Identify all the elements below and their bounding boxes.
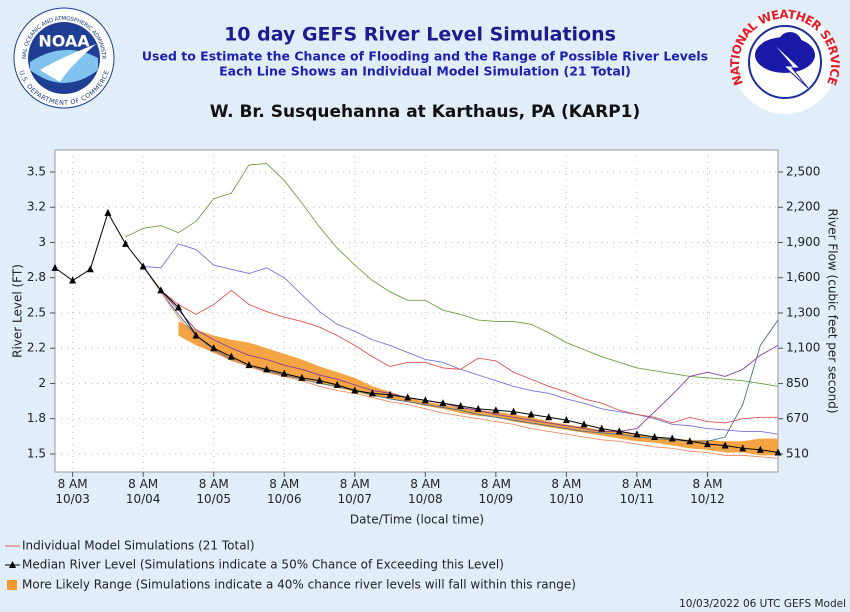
y2-tick-label: 1,300: [786, 305, 820, 319]
median-marker: [651, 433, 659, 441]
y2-tick-label: 2,200: [786, 200, 820, 214]
x-tick-label: 8 AM 10/11: [619, 477, 655, 506]
median-marker: [174, 303, 182, 311]
y-tick-label: 3.2: [27, 200, 46, 214]
median-marker: [157, 286, 165, 294]
median-marker: [368, 389, 376, 397]
chart-subtitle-2: Each Line Shows an Individual Model Simu…: [219, 64, 631, 79]
median-marker: [227, 352, 235, 360]
location-title: W. Br. Susquehanna at Karthaus, PA (KARP…: [210, 102, 641, 122]
x-tick-label: 8 AM 10/05: [196, 477, 231, 506]
median-marker: [668, 434, 676, 442]
simulation-line: [125, 163, 779, 387]
y-tick-label: 2.2: [27, 341, 46, 355]
x-tick-label: 8 AM 10/03: [55, 477, 90, 506]
y-tick-label: 3: [38, 235, 46, 249]
median-marker: [122, 239, 130, 247]
y2-tick-label: 850: [786, 376, 809, 390]
median-marker: [457, 402, 465, 410]
median-marker: [104, 208, 112, 216]
y-tick-label: 3.5: [27, 164, 46, 178]
median-marker: [439, 399, 447, 407]
x-axis-label: Date/Time (local time): [350, 513, 484, 527]
y2-tick-label: 1,600: [786, 270, 820, 284]
median-marker: [739, 444, 747, 452]
median-marker: [351, 386, 359, 394]
y2-tick-label: 2,500: [786, 164, 820, 178]
median-marker: [756, 445, 764, 453]
noaa-logo: NOAA NATIONAL OCEANIC AND ATMOSPHERIC AD…: [0, 0, 115, 109]
x-tick-label: 8 AM 10/10: [549, 477, 584, 506]
nws-logo: NATIONAL WEATHER SERVICE: [727, 7, 843, 114]
noaa-text: NOAA: [38, 32, 90, 51]
y-tick-label: 1.5: [27, 446, 46, 460]
legend-sim: Individual Model Simulations (21 Total): [22, 539, 255, 553]
median-marker: [509, 407, 517, 415]
median-marker: [421, 396, 429, 404]
median-marker: [474, 404, 482, 412]
legend-range: More Likely Range (Simulations indicate …: [22, 578, 576, 592]
x-tick-label: 8 AM 10/09: [478, 477, 514, 506]
median-marker: [562, 416, 570, 424]
median-marker: [598, 424, 606, 432]
median-marker: [51, 263, 59, 271]
chart-subtitle: Used to Estimate the Chance of Flooding …: [142, 49, 708, 64]
legend-median: Median River Level (Simulations indicate…: [22, 558, 504, 572]
median-marker: [139, 262, 147, 270]
median-line: [54, 211, 779, 454]
median-marker: [333, 380, 341, 388]
y-tick-label: 2: [38, 376, 46, 390]
simulation-line: [142, 266, 778, 424]
x-tick-label: 8 AM 10/06: [266, 477, 302, 506]
median-marker: [245, 361, 253, 369]
median-marker: [615, 427, 623, 435]
plot: 1.5 510 1.8 670 2 850 2.2 1,100 2.5 1,300 2.8 1,600…: [27, 150, 820, 477]
median-marker: [545, 413, 553, 421]
x-tick-label: 8 AM 10/08: [408, 477, 443, 506]
median-marker: [298, 373, 306, 381]
range-band: [178, 321, 778, 456]
median-marker: [69, 276, 77, 284]
median-marker: [210, 344, 218, 352]
median-marker: [280, 369, 288, 377]
median-marker: [316, 376, 324, 384]
median-marker: [86, 265, 94, 273]
legend-median-marker: [9, 561, 16, 568]
median-marker: [721, 441, 729, 449]
x-tick-label: 8 AM 10/04: [125, 477, 161, 506]
median-marker: [686, 437, 694, 445]
median-marker: [703, 440, 711, 448]
median-marker: [774, 448, 782, 456]
x-tick-label: 8 AM 10/07: [337, 477, 373, 506]
x-tick-label: 8 AM 10/12: [690, 477, 725, 506]
y-tick-label: 2.5: [27, 305, 46, 319]
median-marker: [580, 420, 588, 428]
chart-title: 10 day GEFS River Level Simulations: [224, 24, 616, 46]
median-marker: [386, 390, 394, 398]
footer: 10/03/2022 06 UTC GEFS Model: [679, 598, 846, 610]
y2-tick-label: 510: [786, 446, 809, 460]
median-marker: [404, 393, 412, 401]
median-marker: [192, 331, 200, 339]
y2-tick-label: 1,100: [786, 341, 820, 355]
y-tick-label: 2.8: [27, 270, 46, 284]
y-tick-label: 1.8: [27, 411, 46, 425]
median-marker: [633, 430, 641, 438]
y2-tick-label: 1,900: [786, 235, 820, 249]
y2-axis-label: River Flow (cubic feet per second): [826, 208, 840, 413]
median-marker: [527, 410, 535, 418]
y2-tick-label: 670: [786, 411, 809, 425]
legend-range-swatch: [7, 580, 17, 590]
median-marker: [492, 406, 500, 414]
y-axis-label: River Level (FT): [11, 264, 25, 358]
median-marker: [263, 365, 271, 373]
